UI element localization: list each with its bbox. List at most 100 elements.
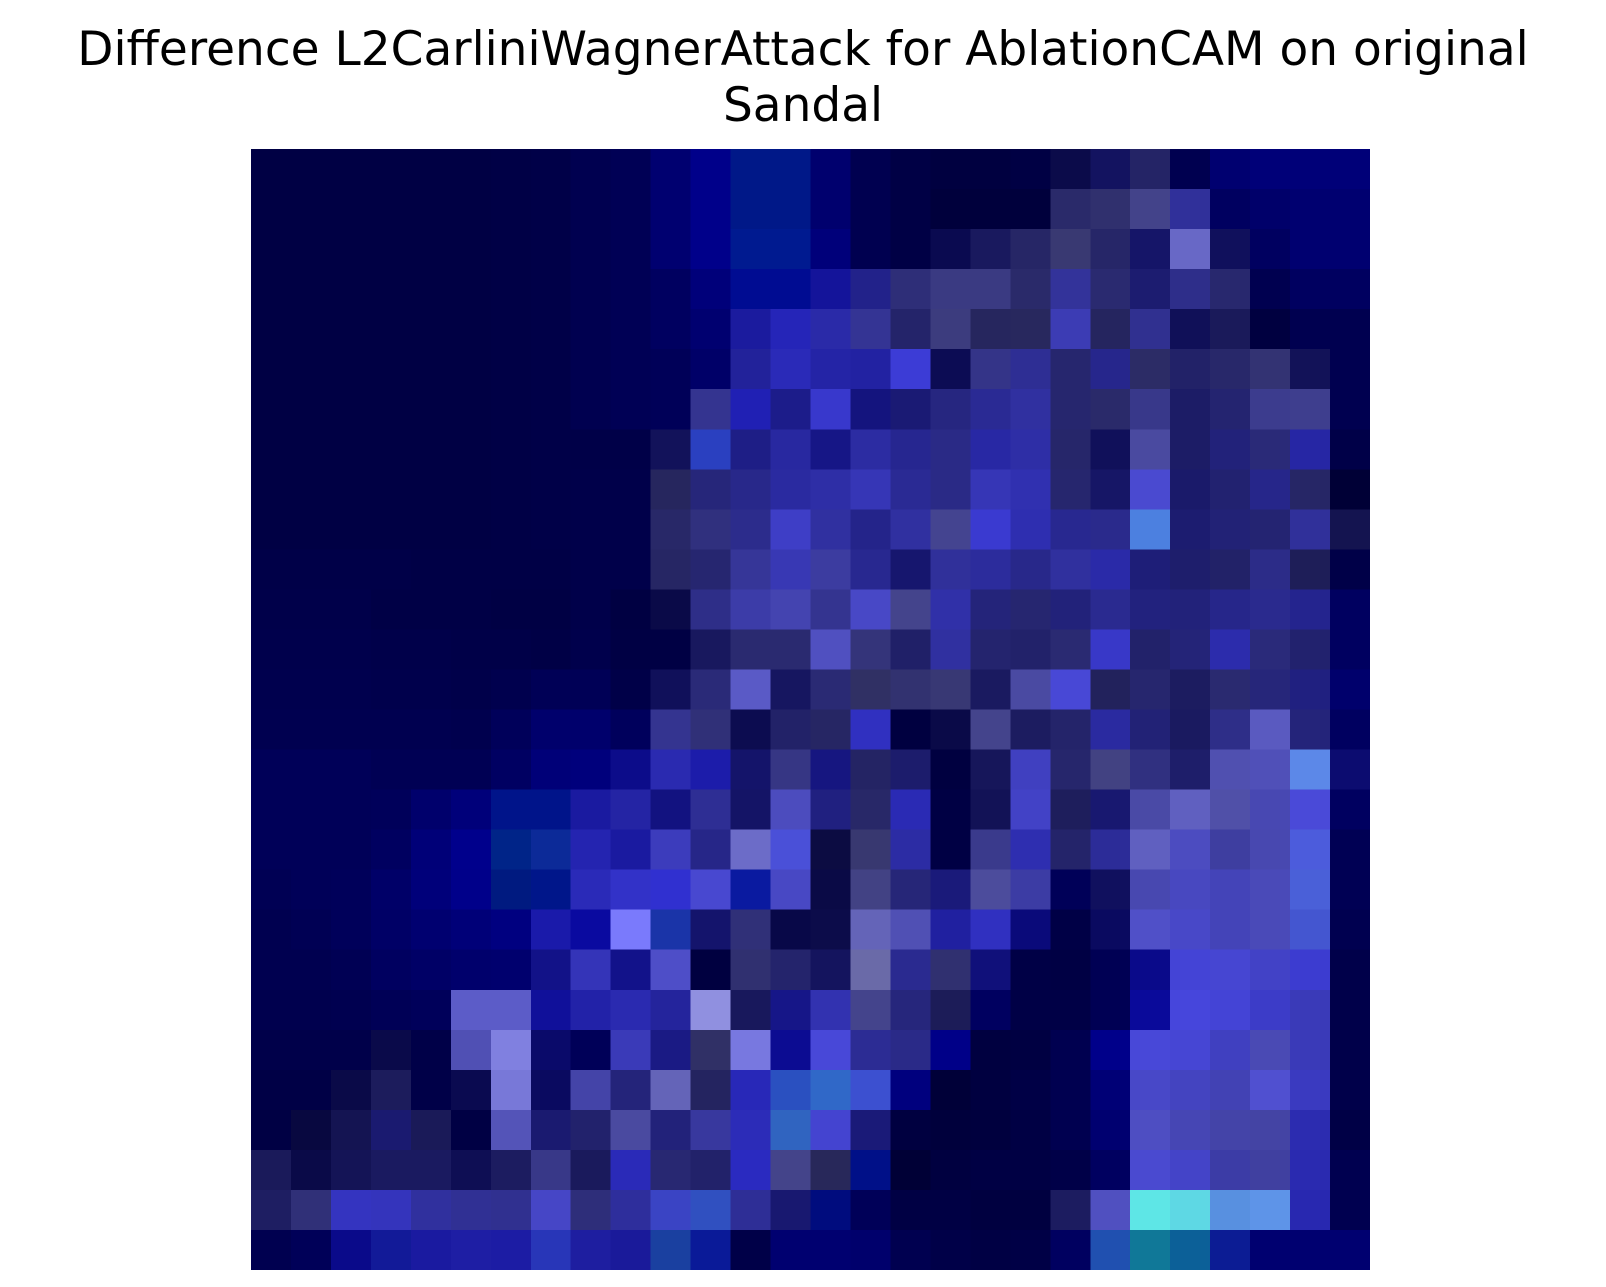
heatmap-cell [930,709,971,751]
heatmap-cell [690,1029,732,1071]
heatmap-cell [730,1189,772,1231]
heatmap-cell [1250,869,1291,911]
heatmap-cell [1130,189,1171,230]
heatmap-cell [1090,949,1131,991]
heatmap-cell [650,1189,692,1231]
heatmap-cell [370,229,412,270]
heatmap-cell [530,309,572,350]
heatmap-cell [1050,349,1091,390]
heatmap-cell [1010,829,1051,871]
heatmap-cell [1210,869,1251,911]
heatmap-cell [330,389,372,430]
heatmap-cell [1330,549,1370,590]
heatmap-cell [970,949,1011,991]
heatmap-cell [1330,509,1370,550]
heatmap-cell [370,1149,412,1191]
heatmap-cell [1290,989,1331,1031]
heatmap-cell [930,789,971,831]
heatmap-cell [410,389,452,430]
heatmap-cell [650,1229,692,1270]
heatmap-cell [450,309,492,350]
heatmap-cell [1290,869,1331,911]
heatmap-cell [970,349,1011,390]
heatmap-cell [690,709,732,751]
heatmap-cell [330,669,372,711]
heatmap-cell [730,309,772,350]
heatmap-cell [530,509,572,550]
heatmap-cell [970,1029,1011,1071]
heatmap-cell [370,909,412,951]
heatmap-cell [530,989,572,1031]
heatmap-cell [1170,1229,1211,1270]
heatmap-cell [410,829,452,871]
heatmap-cell [610,1189,652,1231]
heatmap-cell [1010,1149,1051,1191]
heatmap-cell [850,309,892,350]
heatmap-cell [251,629,292,671]
heatmap-cell [650,789,692,831]
heatmap-cell [770,949,812,991]
heatmap-cell [690,1149,732,1191]
heatmap-cell [370,429,412,470]
heatmap-cell [330,309,372,350]
heatmap-cell [530,189,572,230]
heatmap-cell [450,629,492,671]
heatmap-cell [730,389,772,430]
heatmap-cell [730,1069,772,1111]
heatmap-cell [1330,1069,1370,1111]
heatmap-cell [690,909,732,951]
heatmap-cell [650,989,692,1031]
heatmap-cell [1050,229,1091,270]
heatmap-cell [251,349,292,390]
heatmap-cell [810,429,852,470]
heatmap-cell [1210,949,1251,991]
heatmap-cell [930,509,971,550]
heatmap-cell [370,309,412,350]
heatmap-cell [1290,949,1331,991]
heatmap-cell [570,229,612,270]
heatmap-cell [1130,669,1171,711]
heatmap-cell [370,149,412,190]
heatmap-cell [530,1229,572,1270]
heatmap-cell [850,949,892,991]
heatmap-cell [770,989,812,1031]
heatmap-cell [570,789,612,831]
heatmap-cell [290,909,332,951]
heatmap-cell [1250,189,1291,230]
heatmap-cell [1250,829,1291,871]
heatmap-cell [251,469,292,510]
heatmap-cell [1290,1149,1331,1191]
heatmap-cell [450,949,492,991]
heatmap-cell [1010,709,1051,751]
heatmap-cell [1210,629,1251,671]
heatmap-cell [730,229,772,270]
heatmap-cell [610,1109,652,1151]
heatmap-cell [251,1229,292,1270]
heatmap-cell [1170,949,1211,991]
heatmap-cell [1330,709,1370,751]
heatmap-cell [330,709,372,751]
heatmap-cell [610,549,652,590]
heatmap-cell [1010,789,1051,831]
heatmap-cell [290,469,332,510]
heatmap-cell [810,589,852,631]
heatmap-cell [1010,989,1051,1031]
heatmap-cell [1210,229,1251,270]
heatmap-cell [1050,1229,1091,1270]
heatmap-cell [450,1069,492,1111]
heatmap-cell [730,509,772,550]
heatmap-cell [1010,269,1051,310]
heatmap-cell [650,1109,692,1151]
heatmap-cell [330,629,372,671]
heatmap-cell [1330,1229,1370,1270]
heatmap-cell [690,949,732,991]
heatmap-cell [570,669,612,711]
heatmap-cell [251,149,292,190]
heatmap-cell [850,389,892,430]
heatmap-cell [1170,909,1211,951]
heatmap-cell [370,1029,412,1071]
heatmap-cell [330,589,372,631]
heatmap-cell [410,1189,452,1231]
heatmap-cell [490,709,532,751]
heatmap-cell [1090,189,1131,230]
